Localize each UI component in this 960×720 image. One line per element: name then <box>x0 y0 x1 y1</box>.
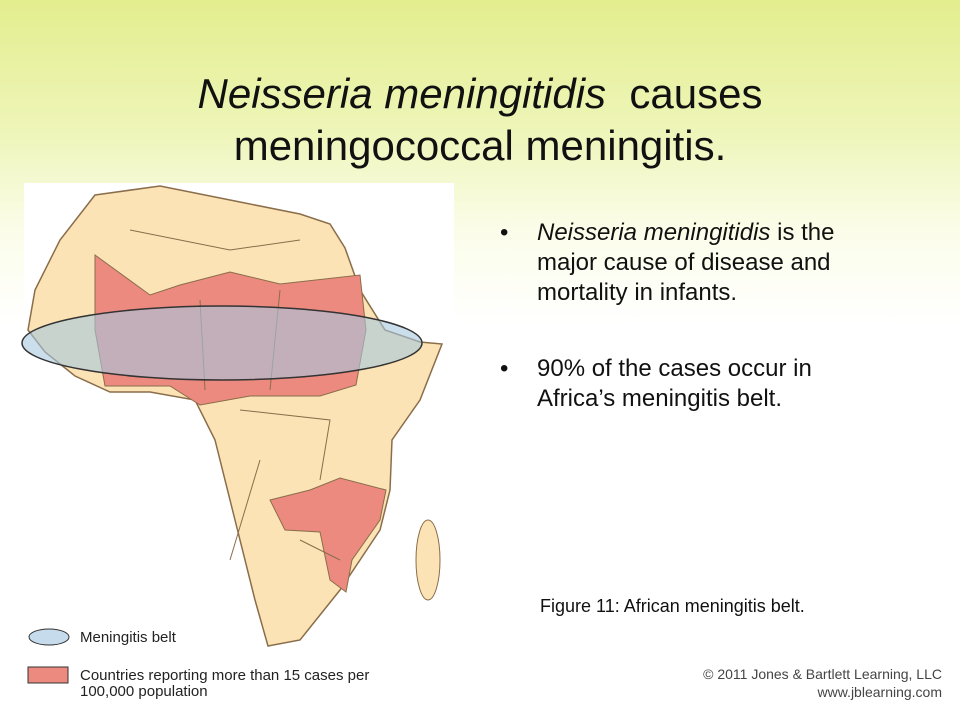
legend-belt-swatch <box>28 628 70 646</box>
madagascar <box>415 519 441 601</box>
bullet-italic: Neisseria meningitidis <box>537 219 771 246</box>
bullet-text: is the major cause of disease and mortal… <box>537 219 835 306</box>
copyright-line: © 2011 Jones & Bartlett Learning, LLC <box>703 666 942 682</box>
figure-caption: Figure 11: African meningitis belt. <box>540 596 805 616</box>
bullet-text: 90% of the cases occur in Africa’s menin… <box>537 355 812 412</box>
title: Neisseria meningitidis causes meningococ… <box>0 68 960 172</box>
title-italic: Neisseria meningitidis <box>197 70 607 117</box>
title-line: Neisseria meningitidis causes <box>0 68 960 120</box>
bullet-list: Neisseria meningitidis is the major caus… <box>500 218 870 460</box>
belt-ellipse <box>21 305 423 381</box>
legend-countries: Countries reporting more than 15 cases p… <box>80 667 369 684</box>
title-line: meningococcal meningitis. <box>233 122 727 169</box>
high-incidence-south <box>269 477 387 593</box>
bullet: Neisseria meningitidis is the major caus… <box>500 218 870 308</box>
legend-country-swatch <box>27 666 69 684</box>
title-rest: causes <box>629 70 763 117</box>
legend-belt: Meningitis belt <box>80 629 177 646</box>
copyright-url: www.jblearning.com <box>817 684 943 700</box>
copyright: © 2011 Jones & Bartlett Learning, LLC ww… <box>703 665 942 701</box>
bullet: 90% of the cases occur in Africa’s menin… <box>500 354 870 414</box>
legend-countries: 100,000 population <box>80 683 208 700</box>
